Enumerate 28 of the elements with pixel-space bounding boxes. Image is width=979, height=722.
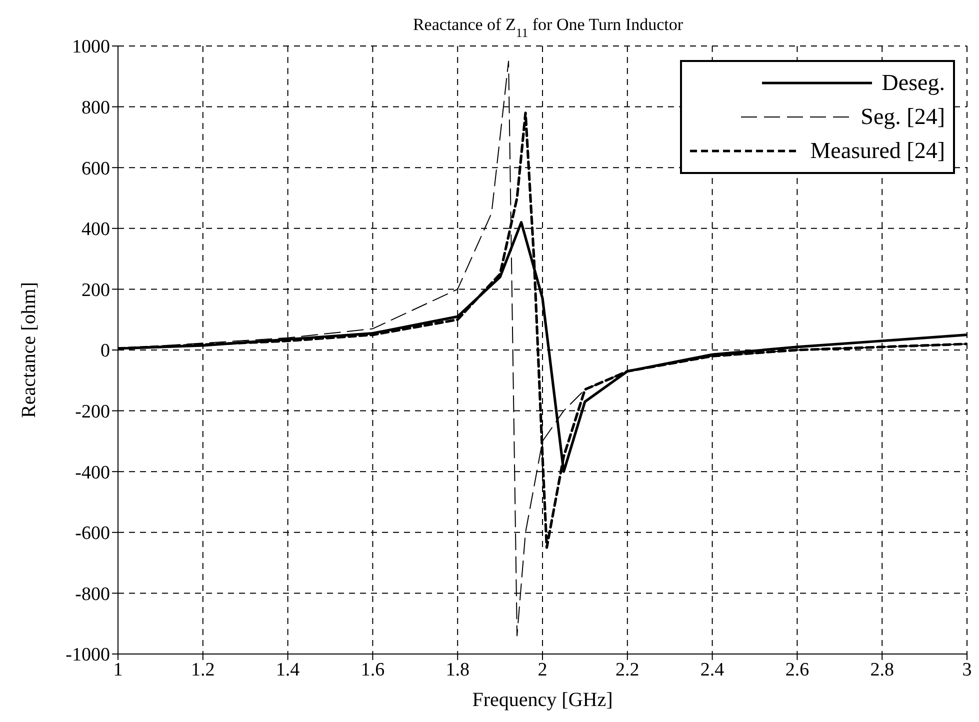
y-tick-label: -600 <box>75 523 110 544</box>
x-tick-label: 1.8 <box>446 659 470 680</box>
y-tick-label: 1000 <box>72 36 110 58</box>
y-tick-label: -1000 <box>66 644 110 666</box>
x-tick-label: 1 <box>113 659 123 680</box>
x-tick-label: 2.6 <box>785 659 810 680</box>
x-tick-label: 1.6 <box>360 659 385 680</box>
y-tick-label: 0 <box>100 340 110 362</box>
y-tick-label: 600 <box>82 158 110 180</box>
y-tick-label: -200 <box>75 402 110 423</box>
y-tick-label: -800 <box>75 584 110 605</box>
x-tick-label: 1.4 <box>276 659 300 680</box>
x-tick-label: 3 <box>962 659 972 680</box>
x-tick-label: 2.2 <box>616 659 640 680</box>
x-tick-label: 2.4 <box>700 659 725 680</box>
y-tick-label: 800 <box>82 98 110 119</box>
legend-label: Deseg. <box>882 70 945 96</box>
y-axis-title: Reactance [ohm] <box>18 282 40 418</box>
legend-label: Seg. [24] <box>860 104 945 130</box>
x-tick-label: 1.2 <box>191 659 215 680</box>
x-tick-label: 2 <box>538 659 548 680</box>
x-axis-title: Frequency [GHz] <box>472 689 613 711</box>
y-tick-label: 400 <box>82 219 110 240</box>
y-tick-label: -400 <box>75 462 110 484</box>
x-tick-label: 2.8 <box>870 659 894 680</box>
legend-label: Measured [24] <box>810 138 945 164</box>
y-tick-label: 200 <box>82 280 110 301</box>
chart-title: Reactance of Z$_{11}$ for One Turn Inductor <box>412 15 684 40</box>
